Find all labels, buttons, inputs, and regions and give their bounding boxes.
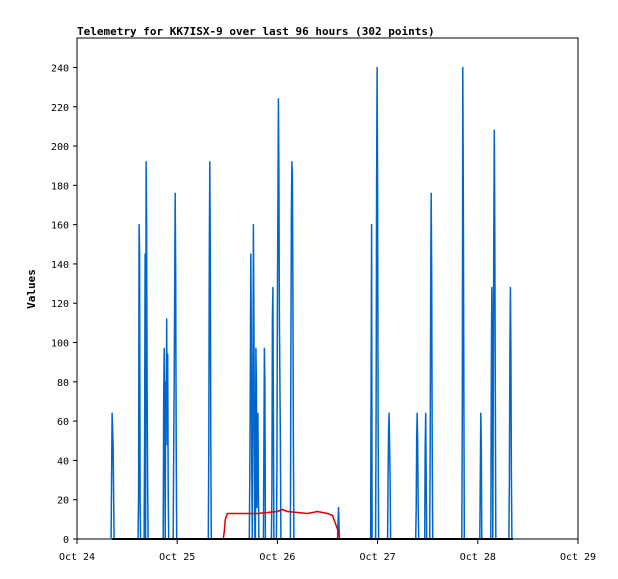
y-axis-title: Values (25, 269, 38, 309)
x-axis: Oct 24 Oct 25 Oct 26 Oct 27 Oct 28 Oct 29 (59, 539, 596, 563)
plot-area (76, 37, 579, 540)
x-tick-label: Oct 26 (259, 552, 295, 563)
y-tick-label: 120 (51, 299, 69, 310)
chart-title: Telemetry for KK7ISX-9 over last 96 hour… (77, 25, 435, 38)
series-layer (110, 66, 513, 540)
x-tick-label: Oct 29 (560, 552, 596, 563)
y-tick-label: 40 (57, 456, 69, 467)
x-tick-label: Oct 27 (360, 552, 396, 563)
y-tick-label: 80 (57, 378, 69, 389)
x-tick-label: Oct 25 (159, 552, 195, 563)
y-tick-label: 140 (51, 260, 69, 271)
y-tick-label: 60 (57, 417, 69, 428)
y-tick-label: 180 (51, 181, 69, 192)
y-tick-label: 0 (63, 535, 69, 546)
y-tick-label: 160 (51, 221, 69, 232)
y-axis: 0 20 40 60 80 100 120 140 160 180 200 220 240 (51, 63, 77, 546)
y-tick-label: 20 (57, 496, 69, 507)
y-tick-label: 200 (51, 142, 69, 153)
series-line-0 (110, 66, 513, 540)
y-tick-label: 220 (51, 103, 69, 114)
y-tick-label: 240 (51, 63, 69, 74)
series-line-1 (222, 508, 341, 540)
x-tick-label: Oct 28 (460, 552, 496, 563)
y-tick-label: 100 (51, 339, 69, 350)
x-tick-label: Oct 24 (59, 552, 95, 563)
